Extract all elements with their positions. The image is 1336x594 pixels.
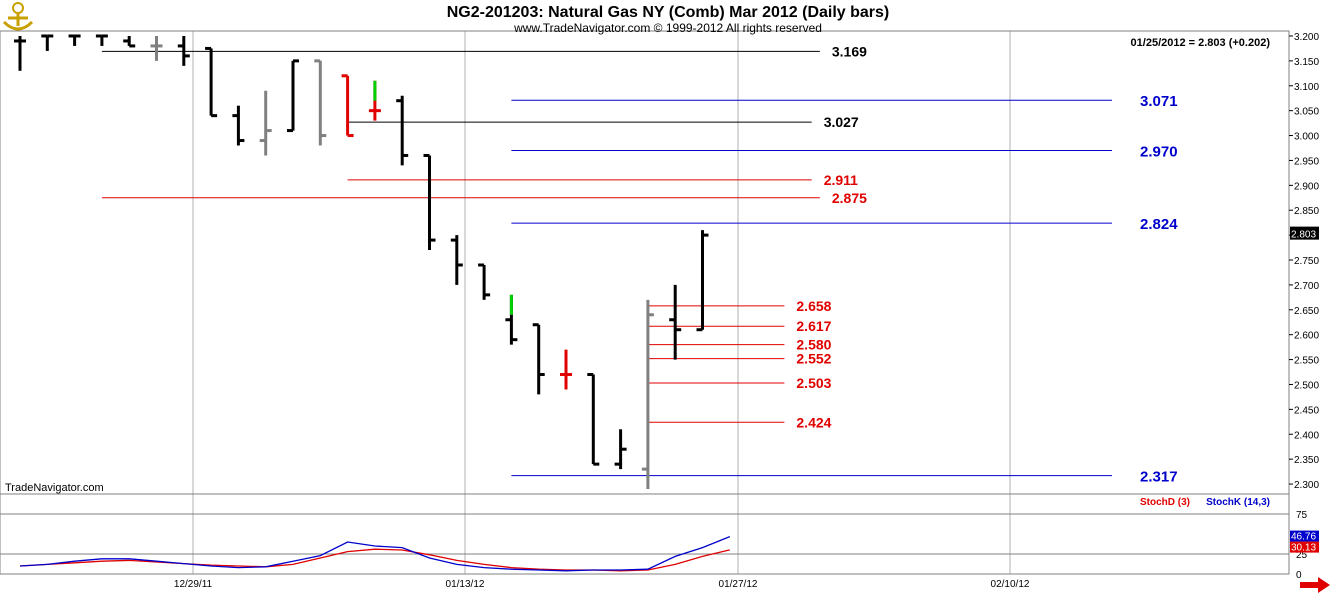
- ohlc-bar-13: [368, 80, 381, 121]
- ohlc-bar-4: [123, 35, 136, 48]
- level-label-2: 3.027: [824, 114, 859, 130]
- ohlc-bar-0: [14, 35, 26, 71]
- ohlc-bar-24: [669, 284, 682, 360]
- last-price-label: 2.803: [1291, 230, 1316, 241]
- ind-tick-label-0: 75: [1296, 510, 1308, 521]
- y-tick-label-1: 3.150: [1294, 57, 1319, 68]
- level-label-12: 2.424: [796, 414, 831, 430]
- y-tick-label-0: 3.200: [1294, 32, 1319, 43]
- price-bars: [14, 34, 709, 490]
- level-label-3: 2.970: [1140, 143, 1178, 160]
- watermark: TradeNavigator.com: [5, 482, 104, 494]
- y-tick-label-17: 2.350: [1294, 455, 1319, 466]
- price-axis: 3.200 3.150 3.100 3.050 3.000 2.950 2.900 2.850…: [1289, 32, 1319, 491]
- level-label-6: 2.824: [1140, 216, 1178, 233]
- y-tick-label-10: 2.700: [1294, 281, 1319, 292]
- x-tick-label-2: 01/27/12: [719, 579, 758, 590]
- ohlc-bar-12: [341, 74, 354, 138]
- legend-stoch-d: StochD (3): [1140, 497, 1190, 508]
- ohlc-bar-16: [450, 235, 463, 285]
- ohlc-bar-9: [259, 90, 272, 156]
- ohlc-bar-21: [587, 373, 600, 466]
- ind-tick-label-2: 0: [1296, 570, 1302, 581]
- ohlc-bar-10: [287, 59, 299, 133]
- y-tick-label-18: 2.300: [1294, 480, 1319, 491]
- level-label-8: 2.617: [796, 318, 831, 334]
- level-label-4: 2.911: [824, 172, 858, 188]
- level-label-11: 2.503: [796, 375, 831, 391]
- level-label-0: 3.169: [832, 43, 867, 59]
- ohlc-bar-17: [478, 263, 491, 300]
- ohlc-bar-20: [560, 349, 572, 390]
- ohlc-bar-25: [696, 230, 709, 332]
- ohlc-bar-22: [614, 429, 627, 470]
- y-tick-label-2: 3.100: [1294, 82, 1319, 93]
- copyright-line: www.TradeNavigator.com © 1999-2012 All r…: [513, 21, 822, 35]
- ohlc-bar-2: [68, 34, 81, 46]
- y-tick-label-5: 2.950: [1294, 156, 1319, 167]
- level-label-9: 2.580: [796, 337, 831, 353]
- ohlc-bar-5: [150, 35, 163, 61]
- y-tick-label-15: 2.450: [1294, 405, 1319, 416]
- stoch-d-line: [19, 548, 730, 572]
- stoch-k-line: [19, 535, 731, 572]
- red-right-arrow-icon[interactable]: [1300, 577, 1330, 593]
- level-label-10: 2.552: [796, 351, 831, 367]
- indicator-lines: [0, 513, 1289, 572]
- ohlc-bar-18: [505, 294, 518, 345]
- y-tick-label-11: 2.650: [1294, 306, 1319, 317]
- y-tick-label-3: 3.050: [1294, 107, 1319, 118]
- level-label-1: 3.071: [1140, 93, 1178, 110]
- ohlc-bar-1: [41, 34, 54, 51]
- stoch-d-value-box: [1290, 541, 1319, 553]
- level-label-13: 2.317: [1140, 469, 1178, 486]
- anchor-logo-icon[interactable]: [2, 2, 34, 31]
- ohlc-bar-7: [205, 46, 218, 118]
- y-tick-label-13: 2.550: [1294, 356, 1319, 367]
- price-levels: 3.169 3.071 3.027 2.970 2.911 2.875 2.824 2.658…: [101, 43, 1178, 486]
- last-price-marker: 2.803: [1290, 226, 1319, 241]
- date-axis: 12/29/11 01/13/12 01/27/12 02/10/12: [174, 579, 1030, 590]
- indicator-panel-frame: [0, 493, 1290, 575]
- y-tick-label-7: 2.850: [1294, 206, 1319, 217]
- level-label-7: 2.658: [796, 298, 831, 314]
- y-tick-label-9: 2.750: [1294, 256, 1319, 267]
- ohlc-bar-23: [641, 299, 654, 490]
- level-label-5: 2.875: [832, 190, 867, 206]
- ohlc-bar-6: [177, 35, 190, 66]
- y-tick-label-12: 2.600: [1294, 331, 1319, 342]
- ohlc-bar-19: [532, 323, 545, 395]
- ohlc-bar-11: [314, 59, 327, 146]
- y-tick-label-6: 2.900: [1294, 181, 1319, 192]
- stoch-k-value: 46.76: [1291, 532, 1316, 543]
- legend-stoch-k: StochK (14,3): [1206, 497, 1270, 508]
- stoch-d-value: 30.13: [1291, 543, 1316, 554]
- x-tick-label-3: 02/10/12: [991, 579, 1030, 590]
- vertical-grid: [192, 31, 1011, 574]
- y-tick-label-16: 2.400: [1294, 430, 1319, 441]
- stoch-k-value-box: [1290, 530, 1319, 542]
- ohlc-bar-14: [396, 95, 409, 166]
- ohlc-bar-15: [423, 153, 436, 251]
- x-tick-label-1: 01/13/12: [446, 579, 485, 590]
- chart-title: NG2-201203: Natural Gas NY (Comb) Mar 20…: [447, 4, 890, 21]
- ohlc-bar-8: [232, 105, 245, 146]
- y-tick-label-4: 3.000: [1294, 132, 1319, 143]
- ind-tick-label-1: 25: [1296, 550, 1308, 561]
- x-tick-label-0: 12/29/11: [174, 579, 213, 590]
- y-tick-label-14: 2.500: [1294, 380, 1319, 391]
- ohlc-bar-3: [95, 34, 108, 46]
- info-line: 01/25/2012 = 2.803 (+0.202): [1131, 37, 1271, 49]
